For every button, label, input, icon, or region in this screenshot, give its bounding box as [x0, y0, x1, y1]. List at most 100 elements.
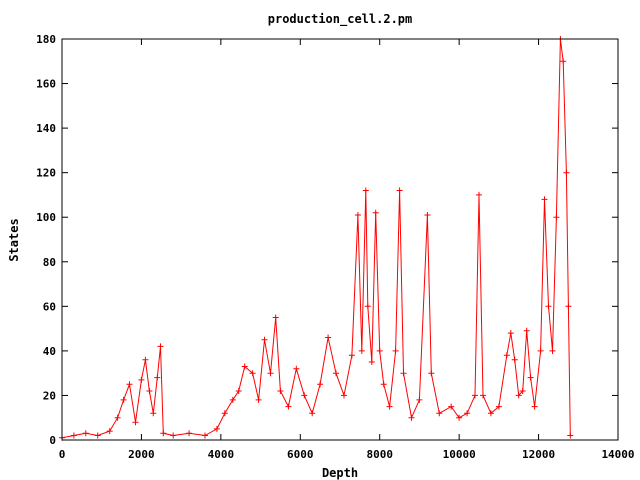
y-tick-label: 100: [36, 211, 56, 224]
data-point: [157, 343, 164, 350]
data-point: [464, 410, 471, 417]
data-point: [293, 365, 300, 372]
data-point: [309, 410, 316, 417]
data-point: [549, 347, 556, 354]
data-point: [362, 187, 369, 194]
data-point: [154, 374, 161, 381]
x-tick-label: 8000: [366, 448, 393, 461]
data-point: [476, 191, 482, 198]
data-point: [170, 432, 177, 439]
x-tick-label: 2000: [128, 448, 155, 461]
y-tick-label: 160: [36, 78, 56, 91]
data-point: [527, 374, 534, 381]
data-point: [325, 334, 332, 341]
data-point: [567, 432, 574, 439]
x-tick-label: 6000: [287, 448, 314, 461]
data-point: [354, 212, 361, 218]
data-point: [277, 388, 284, 394]
data-point: [376, 347, 383, 354]
data-point: [537, 347, 544, 354]
data-point: [132, 419, 139, 426]
y-tick-label: 0: [49, 434, 56, 447]
x-tick-label: 0: [59, 448, 66, 461]
data-point: [333, 370, 339, 377]
y-tick-label: 80: [43, 256, 56, 269]
data-point: [241, 363, 248, 370]
y-tick-label: 140: [36, 122, 56, 135]
data-point: [150, 410, 157, 417]
data-point: [348, 352, 355, 359]
data-point: [386, 403, 393, 410]
data-point: [396, 187, 403, 194]
data-point: [487, 410, 494, 417]
data-point: [114, 414, 121, 421]
data-point: [364, 303, 371, 310]
data-point: [456, 414, 463, 421]
data-point: [545, 303, 552, 310]
data-point: [229, 396, 236, 403]
data-point: [142, 356, 149, 363]
data-point: [408, 414, 415, 421]
data-point: [261, 336, 268, 343]
data-point: [235, 388, 242, 394]
data-point: [436, 410, 443, 417]
data-point: [519, 388, 526, 394]
data-point: [70, 432, 77, 439]
data-point: [368, 359, 375, 365]
x-tick-label: 4000: [208, 448, 235, 461]
data-point: [503, 352, 510, 359]
data-point: [126, 381, 133, 388]
data-point: [400, 370, 407, 377]
data-point: [495, 403, 502, 410]
plot-area: [59, 36, 619, 441]
data-point: [428, 370, 435, 377]
data-point: [424, 212, 431, 218]
data-point: [221, 410, 228, 417]
data-point: [515, 392, 522, 399]
x-axis-label: Depth: [322, 466, 358, 480]
data-point: [541, 196, 548, 203]
y-tick-label: 60: [43, 300, 56, 313]
data-point: [341, 392, 347, 399]
data-point: [358, 347, 365, 354]
data-point: [563, 169, 570, 176]
series-line: [61, 38, 571, 439]
y-tick-label: 180: [36, 33, 56, 46]
x-tick-label: 10000: [443, 448, 476, 461]
data-point: [531, 403, 538, 410]
data-point: [448, 403, 455, 410]
data-point: [511, 356, 518, 363]
data-point: [272, 314, 279, 321]
data-point: [267, 370, 274, 377]
plot-frame: [61, 38, 619, 441]
data-point: [285, 403, 292, 410]
y-tick-label: 120: [36, 167, 56, 180]
series-layer: [59, 36, 574, 441]
data-point: [106, 428, 113, 435]
data-point: [138, 376, 145, 383]
data-point: [372, 209, 379, 216]
data-point: [146, 388, 153, 394]
data-point: [213, 425, 220, 432]
data-point: [160, 430, 167, 437]
chart-title: production_cell.2.pm: [268, 12, 413, 27]
data-point: [186, 430, 193, 437]
y-axis-label: States: [7, 218, 21, 261]
data-point: [472, 392, 478, 399]
y-tick-label: 40: [43, 345, 56, 358]
data-point: [94, 432, 101, 439]
data-point: [255, 396, 262, 403]
x-tick-label: 12000: [522, 448, 555, 461]
data-point: [202, 432, 208, 439]
y-axis-ticks: 0 20 40 60 80 100 120 140 160 180: [36, 33, 618, 447]
x-axis-ticks: 0 2000 4000 6000 8000 10000 12000 14000: [59, 39, 635, 461]
data-point: [249, 370, 256, 377]
data-point: [392, 347, 399, 354]
data-point: [380, 381, 387, 388]
data-point: [553, 214, 560, 221]
data-point: [301, 392, 308, 399]
data-point: [565, 303, 572, 310]
data-point: [480, 392, 486, 399]
data-point: [523, 327, 530, 334]
x-tick-label: 14000: [601, 448, 634, 461]
